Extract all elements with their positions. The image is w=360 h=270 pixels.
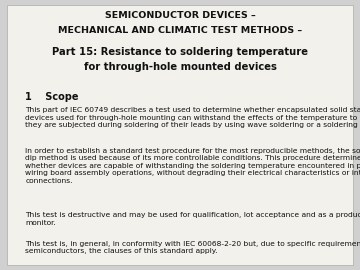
Text: 1    Scope: 1 Scope (25, 92, 79, 102)
Text: Part 15: Resistance to soldering temperature: Part 15: Resistance to soldering tempera… (52, 47, 308, 57)
Text: This test is destructive and may be used for qualification, lot acceptance and a: This test is destructive and may be used… (25, 212, 360, 226)
Text: for through-hole mounted devices: for through-hole mounted devices (84, 62, 276, 72)
Text: MECHANICAL AND CLIMATIC TEST METHODS –: MECHANICAL AND CLIMATIC TEST METHODS – (58, 26, 302, 35)
FancyBboxPatch shape (7, 5, 353, 265)
Text: This test is, in general, in conformity with IEC 60068-2-20 but, due to specific: This test is, in general, in conformity … (25, 241, 360, 254)
Text: This part of IEC 60749 describes a test used to determine whether encapsulated s: This part of IEC 60749 describes a test … (25, 107, 360, 129)
Text: SEMICONDUCTOR DEVICES –: SEMICONDUCTOR DEVICES – (105, 11, 255, 20)
Text: In order to establish a standard test procedure for the most reproducible method: In order to establish a standard test pr… (25, 148, 360, 184)
